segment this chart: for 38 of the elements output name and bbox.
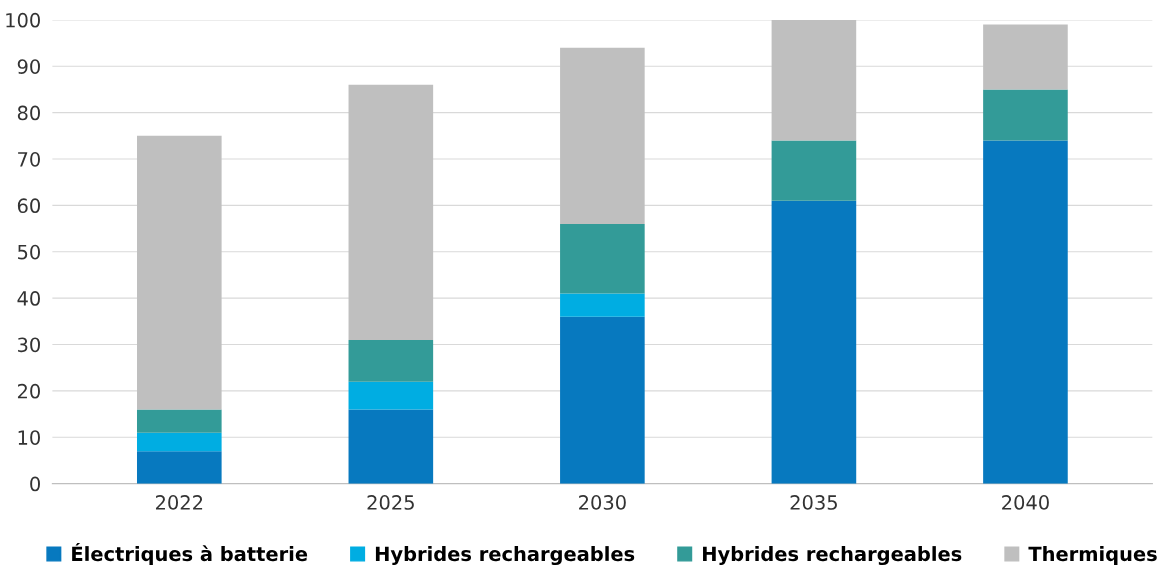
x-tick-label: 2040: [1002, 495, 1049, 510]
y-tick-label: 30: [18, 337, 40, 353]
bar: [560, 316, 645, 484]
bar: [560, 293, 645, 317]
y-tick-label: 20: [17, 383, 40, 399]
y-tick-label: 50: [18, 244, 40, 260]
bar: [983, 24, 1068, 90]
y-tick-label: 80: [17, 105, 40, 121]
x-tick-label: 2022: [155, 495, 203, 510]
legend-label: Thermiques: [1028, 546, 1157, 565]
bar: [771, 200, 857, 484]
y-tick-label: 0: [30, 476, 40, 492]
y-tick-label: 90: [17, 59, 40, 74]
y-tick-label: 70: [18, 151, 40, 167]
legend-label: Hybrides rechargeables: [375, 546, 635, 566]
bar: [136, 451, 222, 484]
bar: [983, 140, 1068, 484]
bar: [560, 223, 645, 294]
y-tick-label: 40: [17, 291, 40, 306]
bar: [560, 47, 645, 224]
bar: [136, 135, 222, 410]
bar: [136, 409, 222, 433]
bar: [771, 140, 857, 201]
bar: [348, 339, 434, 382]
bar: [348, 84, 434, 340]
legend-label: Hybrides rechargeables: [703, 546, 962, 566]
bar: [348, 381, 434, 410]
bar: [983, 89, 1068, 141]
y-tick-label: 60: [17, 198, 40, 214]
bar: [136, 432, 222, 452]
x-tick-label: 2025: [367, 495, 414, 510]
y-tick-label: 10: [18, 430, 40, 445]
x-tick-label: 2035: [790, 495, 837, 510]
bar: [771, 19, 857, 141]
bar: [348, 409, 434, 484]
x-tick-label: 2030: [579, 495, 626, 510]
legend-label: Électriques à batterie: [72, 542, 308, 565]
y-tick-label: 100: [6, 12, 40, 28]
